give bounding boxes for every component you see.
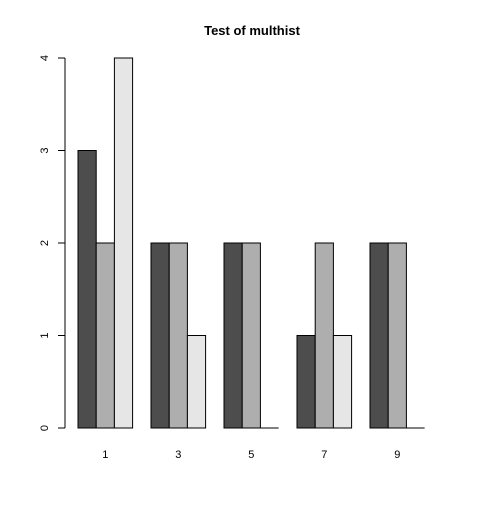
bar-cat-7-series-2 (314, 242, 334, 429)
x-axis: 1 3 5 7 9 (102, 449, 400, 461)
x-tick-label-5: 5 (248, 449, 254, 461)
bar-cat-3-series-1 (150, 242, 170, 429)
bar-cat-9-series-1 (369, 242, 389, 429)
bar-cat-3-series-2 (168, 242, 188, 429)
x-tick-label-3: 3 (175, 449, 181, 461)
x-tick-label-1: 1 (102, 449, 108, 461)
bar-cat-7-series-1 (296, 335, 316, 429)
bar-cat-1-series-3 (113, 57, 134, 429)
bar-cat-7-series-3 (332, 335, 353, 429)
y-tick-label-4: 4 (39, 55, 51, 61)
y-tick-label-3: 3 (39, 147, 51, 153)
bar-cat-5-series-1 (223, 242, 243, 429)
y-tick-label-0: 0 (39, 425, 51, 431)
bar-cat-9-series-2 (387, 242, 407, 429)
bar-cat-3-series-3 (186, 335, 207, 429)
bar-cat-1-series-1 (77, 150, 97, 429)
x-tick-label-9: 9 (394, 449, 400, 461)
y-tick-label-1: 1 (39, 332, 51, 338)
bar-cat-1-series-2 (95, 242, 115, 429)
x-tick-label-7: 7 (321, 449, 327, 461)
y-axis: 0 1 2 3 4 (39, 55, 66, 431)
y-tick-label-2: 2 (39, 240, 51, 246)
chart-title: Test of multhist (204, 23, 300, 38)
bars-layer (77, 57, 425, 429)
bar-cat-5-series-2 (241, 242, 261, 429)
